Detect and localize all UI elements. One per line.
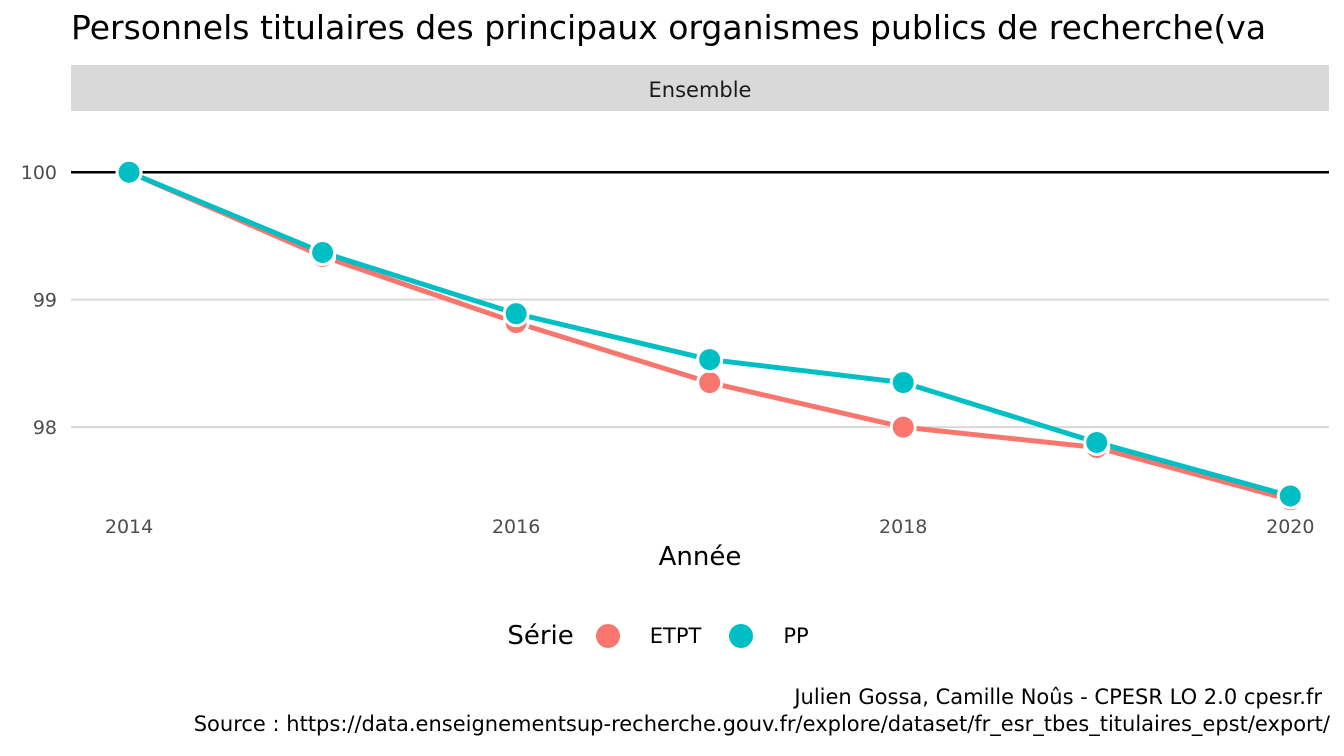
x-tick-label-2: 2018 <box>879 516 927 538</box>
y-tick-label-2: 100 <box>21 162 57 184</box>
x-tick-label-3: 2020 <box>1266 516 1314 538</box>
x-tick-label-1: 2016 <box>492 516 540 538</box>
point-pp-2014 <box>115 158 143 186</box>
legend-key-etpt <box>595 624 620 648</box>
y-tick-label-1: 99 <box>33 290 57 312</box>
x-axis: 2014 2016 2018 2020 <box>105 516 1315 538</box>
caption-source: Source : https://data.enseignementsup-re… <box>193 712 1330 736</box>
point-pp-2015 <box>309 238 337 266</box>
facet-strip-label: Ensemble <box>649 78 752 102</box>
point-pp-2020 <box>1276 482 1304 510</box>
legend-label-pp: PP <box>783 624 809 648</box>
legend-label-etpt: ETPT <box>649 624 702 648</box>
caption-credits: Julien Gossa, Camille Noûs - CPESR LO 2.… <box>794 685 1322 709</box>
x-axis-title: Année <box>659 542 742 572</box>
legend-key-pp <box>729 624 754 648</box>
point-pp-2018 <box>889 369 917 397</box>
y-tick-label-0: 98 <box>33 417 57 439</box>
facet-strip <box>71 65 1329 111</box>
point-pp-2016 <box>502 300 530 328</box>
legend: Série ETPT PP <box>0 614 1344 658</box>
x-tick-label-0: 2014 <box>105 516 153 538</box>
series-line-pp <box>128 169 1291 499</box>
point-pp-2019 <box>1083 428 1111 456</box>
series-line-etpt <box>128 169 1291 503</box>
legend-item-pp: PP <box>729 624 809 648</box>
point-etpt-2018 <box>889 413 917 441</box>
series-layer <box>115 158 1304 514</box>
y-axis: 98 99 100 <box>21 162 57 439</box>
point-etpt-2017 <box>696 369 724 397</box>
point-pp-2017 <box>696 346 724 374</box>
legend-item-etpt: ETPT <box>595 624 702 648</box>
chart-title: Personnels titulaires des principaux org… <box>71 8 1267 47</box>
legend-title: Série <box>507 621 574 651</box>
